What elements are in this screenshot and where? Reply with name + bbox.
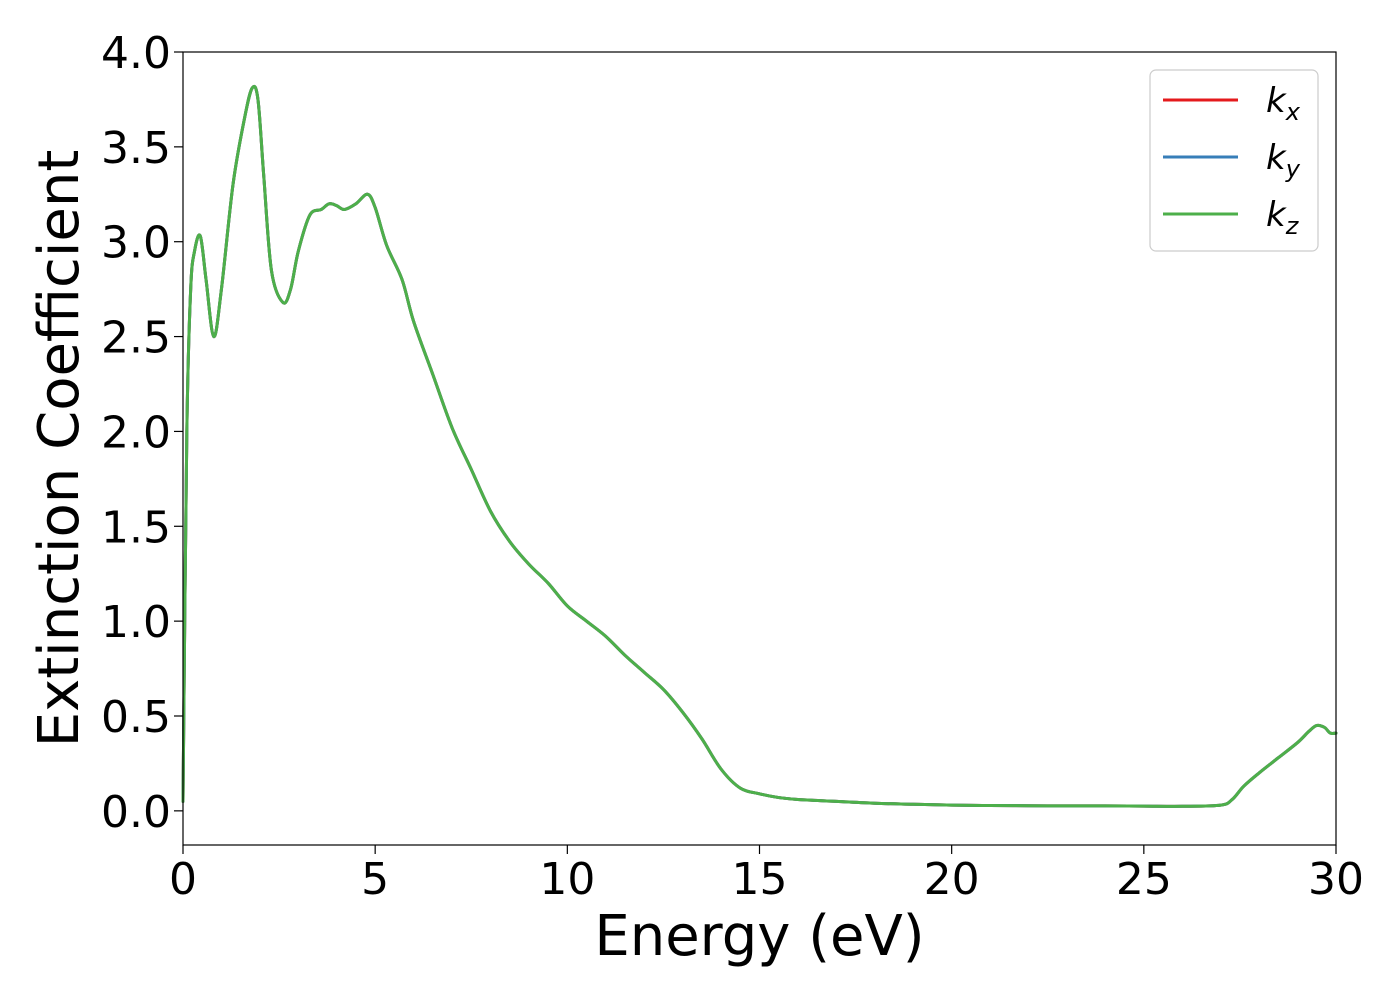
x-tick-label: 10 (539, 854, 595, 905)
y-tick-label: 3.0 (101, 218, 171, 269)
x-tick-label: 5 (361, 854, 389, 905)
legend-label-subscript: z (1285, 212, 1300, 240)
y-axis-label: Extinction Coefficient (27, 150, 92, 748)
y-tick-label: 3.5 (101, 123, 171, 174)
y-axis-ticks: 0.0 0.5 1.0 1.5 2.0 2.5 3.0 3.5 4.0 (101, 28, 183, 838)
legend-box (1149, 69, 1319, 252)
x-tick-label: 0 (169, 854, 197, 905)
y-tick-label: 2.5 (101, 313, 171, 364)
x-tick-label: 15 (732, 854, 788, 905)
legend-label-k-y: ky (1266, 138, 1301, 183)
x-axis-ticks: 0 5 10 15 20 25 30 (169, 845, 1364, 905)
legend-label-k-x: kx (1266, 81, 1301, 126)
y-tick-label: 1.0 (101, 597, 171, 648)
series-layer (181, 84, 1338, 808)
legend-label-main: k (1266, 138, 1287, 178)
x-axis-label: Energy (eV) (594, 904, 924, 969)
legend-label-k-z: kz (1266, 195, 1300, 240)
x-tick-label: 25 (1116, 854, 1172, 905)
legend-label-main: k (1266, 195, 1287, 235)
legend-label-subscript: x (1285, 98, 1301, 126)
series-line-k-z (181, 84, 1338, 808)
y-tick-label: 0.0 (101, 787, 171, 838)
y-tick-label: 0.5 (101, 692, 171, 743)
y-tick-label: 2.0 (101, 407, 171, 458)
x-tick-label: 30 (1308, 854, 1364, 905)
legend-label-subscript: y (1285, 155, 1301, 183)
x-tick-label: 20 (924, 854, 980, 905)
y-tick-label: 1.5 (101, 502, 171, 553)
legend-label-main: k (1266, 81, 1287, 121)
y-tick-label: 4.0 (101, 28, 171, 79)
